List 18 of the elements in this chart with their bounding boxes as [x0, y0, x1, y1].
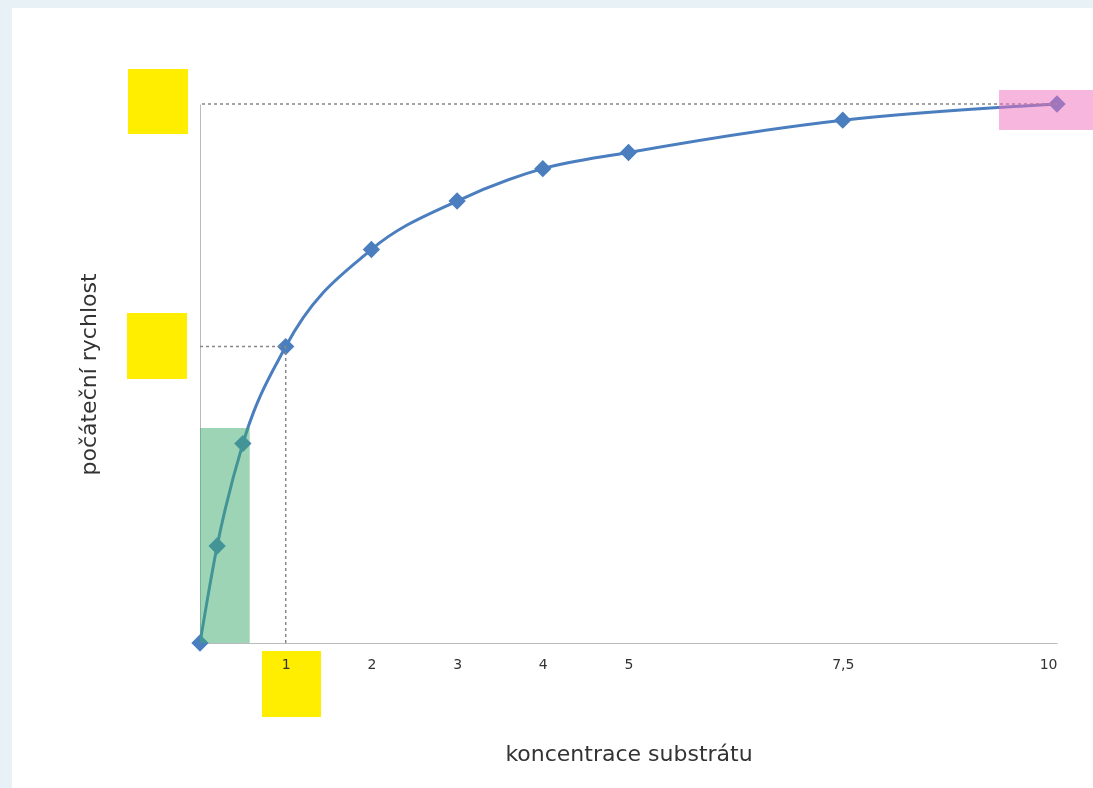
x-tick-label: 5 [624, 655, 634, 672]
x-tick-label: 1 [281, 655, 291, 672]
point [448, 192, 466, 210]
point [362, 240, 381, 259]
x-tick-label: 3 [453, 655, 463, 672]
y-axis-title: počáteční rychlost [75, 273, 101, 476]
point [834, 111, 852, 129]
x-axis-title: koncentrace substrátu [505, 740, 753, 766]
point [191, 634, 209, 652]
point [619, 143, 638, 162]
point [234, 434, 252, 453]
point [277, 337, 295, 356]
x-tick-label: 4 [538, 655, 548, 672]
x-tick-label: 2 [367, 655, 377, 672]
x-tick-label: 10 [1039, 655, 1058, 672]
x-tick-label: 7,5 [832, 655, 855, 672]
point [534, 160, 552, 178]
point [208, 537, 226, 555]
